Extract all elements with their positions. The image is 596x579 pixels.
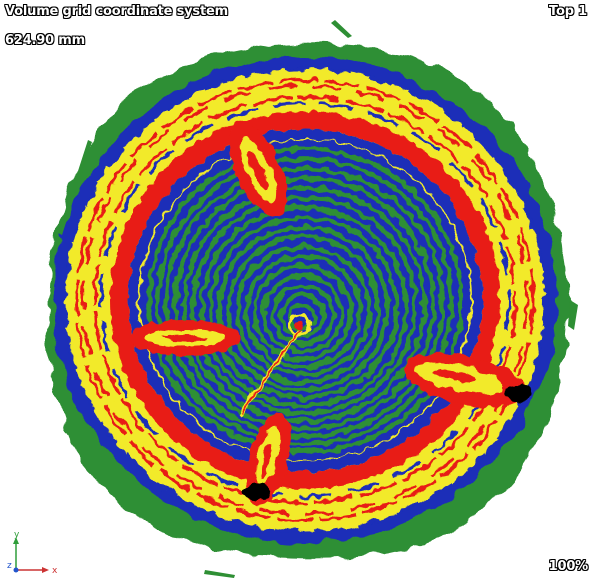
zoom-level: 100% bbox=[548, 559, 589, 574]
pith bbox=[288, 313, 312, 337]
axis-x-label: x bbox=[52, 566, 58, 576]
knot-left bbox=[130, 320, 240, 356]
bark-fragments bbox=[58, 20, 578, 578]
volume-title: Volume grid coordinate system bbox=[5, 4, 228, 19]
growth-rings bbox=[146, 146, 464, 455]
axis-triad-icon: y z x bbox=[7, 530, 58, 576]
knot-right bbox=[404, 353, 532, 407]
measurement-readout: 624.90 mm bbox=[5, 33, 85, 48]
crack bbox=[238, 328, 302, 417]
knot-top bbox=[228, 123, 288, 217]
view-label[interactable]: Top 1 bbox=[549, 4, 587, 19]
axis-y-label: y bbox=[14, 530, 20, 540]
knot-bottom bbox=[244, 413, 291, 507]
axis-z-label: z bbox=[7, 561, 12, 571]
